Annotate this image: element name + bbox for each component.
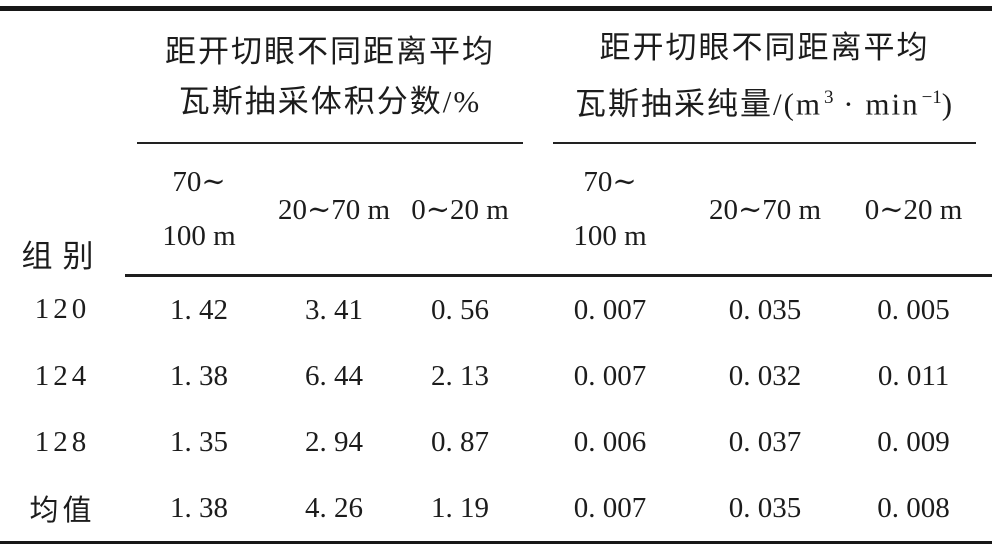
- volume-fraction-header-line1: 距开切眼不同距离平均: [165, 33, 496, 69]
- table-cell: 6. 44: [305, 359, 363, 392]
- subcol-left-70-100m: 70∼ 100 m: [125, 144, 273, 277]
- row-label: 均值: [29, 495, 96, 527]
- table-cell: 1. 35: [170, 425, 228, 458]
- row-label: 120: [34, 292, 91, 325]
- column-group-volume-fraction: 距开切眼不同距离平均 瓦斯抽采体积分数/%: [125, 9, 525, 144]
- subcol-right-70-100m-line1: 70∼: [583, 166, 637, 198]
- table-row-120: 120 1. 42 3. 41 0. 56 0. 007 0. 035 0. 0…: [0, 276, 992, 344]
- table-cell: 0. 011: [877, 359, 950, 392]
- table-row-mean: 均值 1. 38 4. 26 1. 19 0. 007 0. 035 0. 00…: [0, 475, 992, 544]
- table-cell: 0. 007: [573, 293, 647, 326]
- volume-fraction-header-line2: 瓦斯抽采体积分数/%: [178, 83, 482, 119]
- table-cell: 0. 007: [573, 359, 647, 392]
- row-label: 124: [34, 359, 91, 392]
- unit-middle: · min: [833, 86, 920, 122]
- table-cell: 0. 56: [431, 293, 490, 326]
- table-cell: 0. 006: [573, 425, 647, 458]
- volume-fraction-header: 距开切眼不同距离平均 瓦斯抽采体积分数/%: [137, 11, 524, 144]
- subcol-right-20-70m: 20∼70 m: [695, 144, 836, 277]
- table-cell: 0. 007: [573, 491, 647, 524]
- column-header-group: 组别: [21, 238, 104, 274]
- table-subheader-row: 70∼ 100 m 20∼70 m 0∼20 m 70∼ 100 m 20∼70…: [0, 144, 992, 277]
- table-cell: 0. 035: [728, 491, 802, 524]
- pure-quantity-header: 距开切眼不同距离平均 瓦斯抽采纯量/(m 3 · min −1): [553, 11, 977, 144]
- table-cell: 4. 26: [305, 491, 363, 524]
- unit-exponent-neg1: −1: [921, 87, 942, 109]
- unit-suffix: ): [941, 86, 955, 122]
- table-cell: 1. 38: [170, 359, 228, 392]
- table-cell: 0. 005: [877, 293, 950, 326]
- subcol-right-70-100m-line2: 100 m: [573, 220, 647, 252]
- gas-extraction-table: 组别 距开切眼不同距离平均 瓦斯抽采体积分数/% 距开切眼不同距离平均 瓦斯抽采…: [0, 6, 992, 544]
- table-cell: 0. 009: [877, 425, 950, 458]
- row-label: 128: [34, 425, 91, 458]
- table-cell: 0. 87: [431, 425, 490, 458]
- pure-quantity-header-line1: 距开切眼不同距离平均: [599, 30, 930, 66]
- table-cell: 0. 008: [877, 491, 950, 524]
- table-cell: 0. 032: [728, 359, 802, 392]
- subcol-left-20-70m: 20∼70 m: [273, 144, 395, 277]
- subcol-right-0-20m: 0∼20 m: [835, 144, 992, 277]
- table-header-group-row: 组别 距开切眼不同距离平均 瓦斯抽采体积分数/% 距开切眼不同距离平均 瓦斯抽采…: [0, 9, 992, 274]
- subcol-left-70-100m-line1: 70∼: [172, 166, 226, 198]
- table-row-124: 124 1. 38 6. 44 2. 13 0. 007 0. 032 0. 0…: [0, 343, 992, 409]
- table-cell: 0. 035: [728, 293, 802, 326]
- table-cell: 0. 037: [728, 425, 802, 458]
- pure-quantity-header-line2: 瓦斯抽采纯量/(m 3 · min −1): [553, 73, 976, 129]
- table-row-128: 128 1. 35 2. 94 0. 87 0. 006 0. 037 0. 0…: [0, 409, 992, 475]
- unit-prefix: 瓦斯抽采纯量/(m: [574, 86, 823, 122]
- table-cell: 2. 94: [305, 425, 363, 458]
- paper-page: 组别 距开切眼不同距离平均 瓦斯抽采体积分数/% 距开切眼不同距离平均 瓦斯抽采…: [0, 6, 992, 544]
- subcol-right-70-100m: 70∼ 100 m: [525, 144, 696, 277]
- table-cell: 2. 13: [431, 359, 490, 392]
- unit-exponent-3: 3: [824, 87, 834, 109]
- table-cell: 1. 42: [170, 293, 228, 326]
- column-group-pure-quantity: 距开切眼不同距离平均 瓦斯抽采纯量/(m 3 · min −1): [525, 9, 992, 144]
- table-cell: 1. 38: [170, 491, 228, 524]
- subcol-left-0-20m: 0∼20 m: [395, 144, 526, 277]
- subcol-left-70-100m-line2: 100 m: [162, 220, 236, 252]
- table-cell: 1. 19: [431, 491, 490, 524]
- table-cell: 3. 41: [305, 293, 363, 326]
